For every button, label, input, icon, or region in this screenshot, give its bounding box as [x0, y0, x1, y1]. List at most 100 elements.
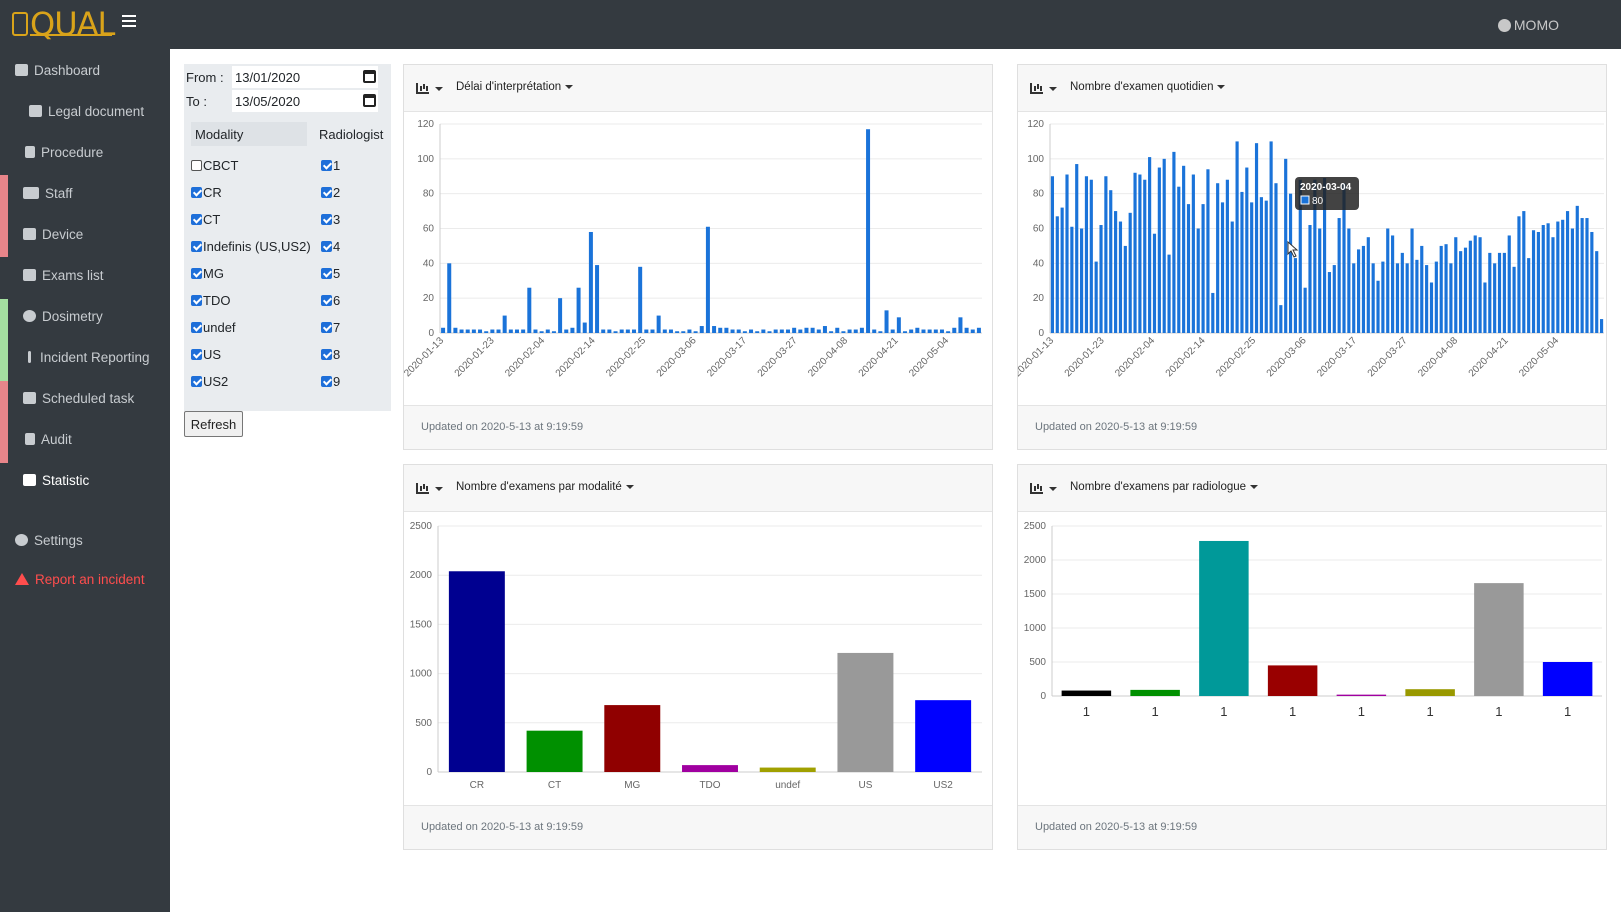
bar[interactable]	[545, 329, 550, 333]
bar[interactable]	[730, 329, 735, 333]
bar[interactable]	[514, 329, 519, 333]
radiologist-checkbox[interactable]	[321, 186, 332, 198]
radiologist-option[interactable]: 9	[321, 370, 340, 392]
bar[interactable]	[1488, 252, 1492, 333]
bar[interactable]	[1391, 235, 1395, 333]
bar[interactable]	[976, 327, 981, 333]
bar[interactable]	[773, 329, 778, 333]
bar[interactable]	[496, 329, 501, 333]
bar[interactable]	[1162, 158, 1166, 333]
bar[interactable]	[638, 266, 643, 333]
bar[interactable]	[441, 327, 446, 333]
bar[interactable]	[970, 329, 975, 333]
bar[interactable]	[607, 329, 612, 333]
bar[interactable]	[1425, 265, 1429, 333]
bar[interactable]	[1459, 251, 1463, 333]
bar[interactable]	[625, 329, 630, 333]
modality-option[interactable]: CT	[191, 208, 220, 230]
bar[interactable]	[1542, 662, 1593, 696]
bar[interactable]	[1060, 207, 1064, 333]
bar[interactable]	[1400, 252, 1404, 333]
bar[interactable]	[1080, 228, 1084, 334]
bar[interactable]	[759, 767, 816, 772]
bar[interactable]	[478, 329, 483, 333]
bar[interactable]	[1133, 172, 1137, 333]
bar[interactable]	[1595, 251, 1599, 333]
modality-checkbox[interactable]	[191, 321, 202, 333]
bar[interactable]	[1376, 280, 1380, 333]
bar[interactable]	[1463, 247, 1468, 333]
bar[interactable]	[837, 652, 894, 772]
bar[interactable]	[736, 329, 741, 333]
bar[interactable]	[1507, 235, 1511, 333]
bar[interactable]	[1288, 193, 1293, 333]
bar[interactable]	[779, 329, 784, 333]
bar[interactable]	[1570, 228, 1574, 334]
sidebar-item-legal-document[interactable]: Legal document	[0, 92, 170, 130]
bar[interactable]	[1352, 263, 1356, 333]
bar[interactable]	[539, 331, 544, 333]
sidebar-item-exams-list[interactable]: Exams list	[0, 256, 170, 294]
bar[interactable]	[921, 329, 926, 333]
radiologist-checkbox[interactable]	[321, 213, 332, 225]
user-menu[interactable]: MOMO	[1497, 17, 1559, 33]
bar[interactable]	[1478, 237, 1482, 333]
bar[interactable]	[1308, 225, 1312, 333]
bar[interactable]	[1206, 169, 1210, 333]
bar[interactable]	[1429, 282, 1434, 333]
bar[interactable]	[1512, 266, 1516, 333]
bar[interactable]	[1551, 237, 1555, 333]
modality-checkbox[interactable]	[191, 348, 202, 360]
bar[interactable]	[1474, 583, 1524, 696]
bar[interactable]	[576, 287, 581, 333]
bar[interactable]	[964, 327, 969, 333]
bar[interactable]	[1546, 223, 1550, 333]
bar[interactable]	[1313, 179, 1317, 333]
bar[interactable]	[909, 329, 914, 333]
bar[interactable]	[1449, 263, 1453, 333]
bar[interactable]	[1148, 157, 1152, 333]
bar[interactable]	[521, 329, 526, 333]
bar[interactable]	[1245, 167, 1249, 333]
bar[interactable]	[804, 327, 809, 333]
bar[interactable]	[798, 329, 803, 333]
bar[interactable]	[693, 331, 698, 333]
from-date-input[interactable]	[232, 66, 378, 88]
bar[interactable]	[1342, 183, 1346, 333]
calendar-icon[interactable]	[363, 70, 376, 83]
bar[interactable]	[604, 705, 661, 772]
bar[interactable]	[471, 329, 476, 333]
bar[interactable]	[829, 331, 834, 333]
bar[interactable]	[915, 327, 920, 333]
modality-option[interactable]: CBCT	[191, 154, 238, 176]
bar[interactable]	[502, 315, 507, 333]
modality-checkbox[interactable]	[191, 375, 202, 387]
bar[interactable]	[1405, 689, 1455, 696]
bar[interactable]	[1303, 287, 1307, 333]
bar[interactable]	[761, 329, 766, 333]
bar[interactable]	[632, 329, 637, 333]
bar[interactable]	[465, 329, 470, 333]
bar[interactable]	[527, 287, 532, 333]
bar[interactable]	[681, 331, 686, 333]
bar[interactable]	[1061, 690, 1112, 696]
bar[interactable]	[890, 329, 895, 333]
bar[interactable]	[1172, 151, 1176, 333]
bar[interactable]	[1099, 225, 1103, 333]
radiologist-option[interactable]: 2	[321, 181, 340, 203]
bar[interactable]	[1357, 249, 1361, 333]
modality-option[interactable]: Indefinis (US,US2)	[191, 235, 311, 257]
radiologist-option[interactable]: 7	[321, 316, 340, 338]
sidebar-item-dashboard[interactable]: Dashboard	[0, 51, 170, 89]
bar[interactable]	[1536, 231, 1540, 333]
bar[interactable]	[1191, 174, 1195, 333]
chevron-down-icon[interactable]	[435, 487, 443, 491]
bar[interactable]	[1094, 261, 1098, 333]
bar[interactable]	[1123, 245, 1127, 333]
bar[interactable]	[490, 329, 495, 333]
bar[interactable]	[896, 317, 901, 333]
modality-option[interactable]: CR	[191, 181, 222, 203]
menu-toggle-icon[interactable]	[122, 15, 136, 28]
radiologist-checkbox[interactable]	[321, 375, 332, 387]
bar[interactable]	[1250, 202, 1254, 333]
